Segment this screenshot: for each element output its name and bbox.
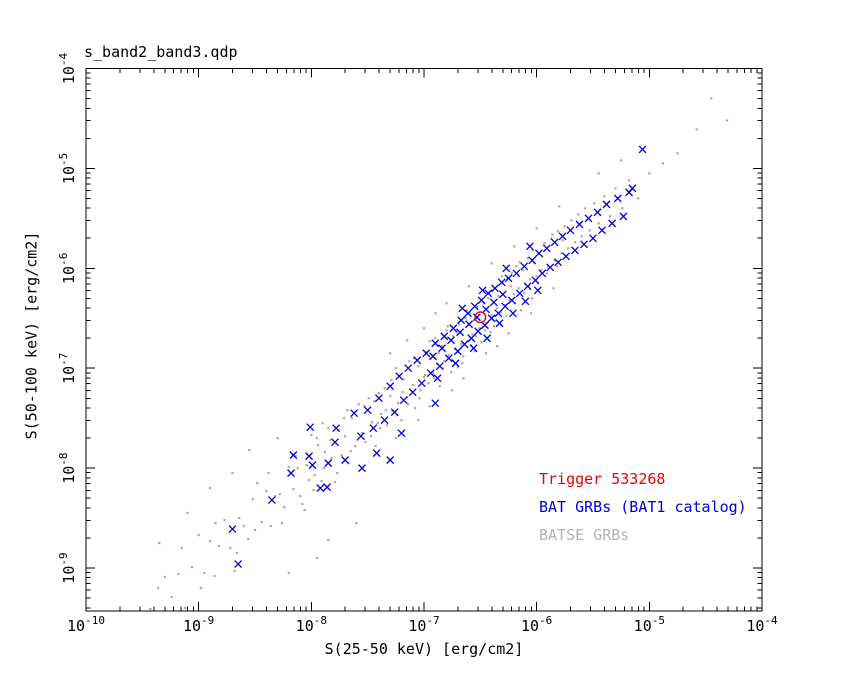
x-tick-label: 10-8 [296,614,327,635]
plot-title: s_band2_band3.qdp [84,43,238,61]
y-tick-label: 10-5 [57,153,78,184]
x-tick-label: 10-7 [408,614,439,635]
x-tick-label: 10-5 [634,614,665,635]
legend-item-bat-grbs: BAT GRBs (BAT1 catalog) [539,498,747,516]
x-tick-label: 10-6 [521,614,552,635]
y-tick-label: 10-8 [57,452,78,483]
legend-item-batse-grbs: BATSE GRBs [539,526,630,544]
x-axis-title: S(25-50 keV) [erg/cm2] [324,640,524,658]
plot-frame [85,68,763,612]
series-batse-grbs [149,97,729,611]
y-tick-label: 10-7 [57,353,78,384]
x-tick-label: 10-10 [67,614,105,635]
axis-ticks [85,68,763,611]
y-tick-label: 10-6 [57,253,78,284]
x-tick-labels: 10-10 10-9 10-8 10-7 10-6 10-5 10-4 [67,614,778,635]
y-tick-labels: 10-4 10-5 10-6 10-7 10-8 10-9 [57,52,78,583]
x-tick-label: 10-4 [746,614,778,635]
y-axis-title: S(50-100 keV) [erg/cm2] [22,231,41,440]
series-trigger-533268 [474,311,487,324]
x-tick-label: 10-9 [183,614,214,635]
y-tick-label: 10-4 [57,52,78,84]
legend-item-trigger: Trigger 533268 [539,470,666,488]
y-tick-label: 10-9 [57,552,78,583]
series-bat-grbs-bat1-catalog [228,145,647,569]
